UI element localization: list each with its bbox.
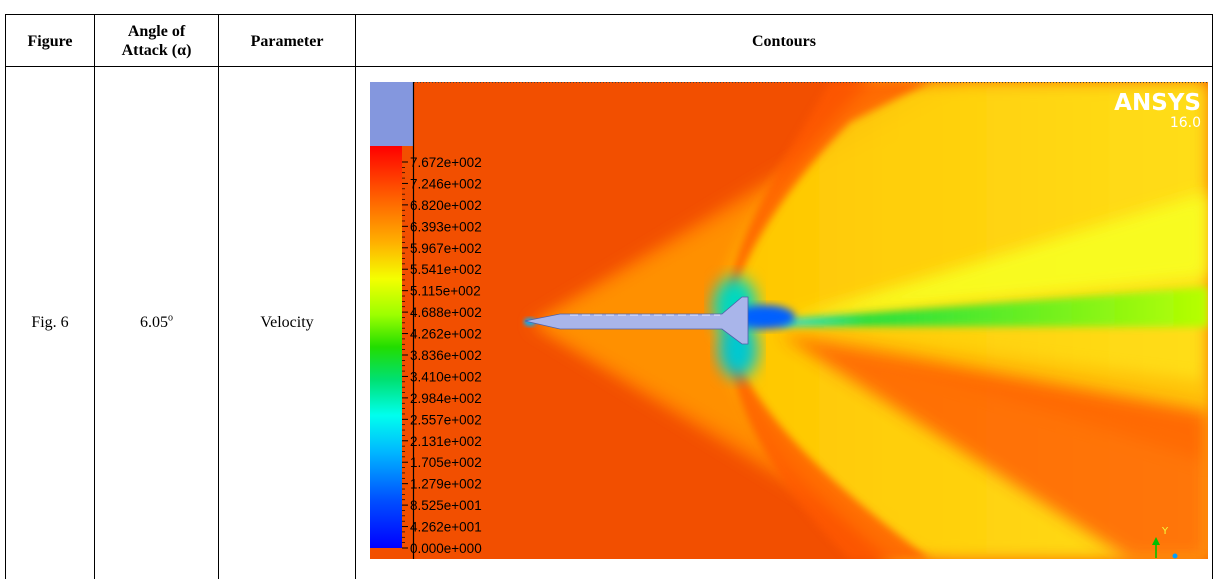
header-angle-line2: Attack (α) <box>121 42 192 59</box>
colorbar-label: 2.557e+002 <box>410 412 482 427</box>
table-divider <box>94 14 95 579</box>
projectile-body <box>524 296 749 345</box>
angle-number: 6.05 <box>140 314 168 331</box>
header-figure: Figure <box>6 15 94 67</box>
colorbar-label: 4.262e+002 <box>410 327 482 342</box>
header-angle-line1: Angle of <box>127 23 186 40</box>
colorbar-label: 7.672e+002 <box>410 155 482 170</box>
colorbar-label: 2.131e+002 <box>410 434 482 449</box>
colorbar-ticks <box>402 161 408 549</box>
table-divider <box>355 14 356 579</box>
base-recirculation <box>735 305 795 329</box>
cell-figure: Fig. 6 <box>6 67 94 579</box>
header-parameter: Parameter <box>219 15 355 67</box>
axis-triad: Y <box>1152 526 1178 559</box>
colorbar-label: 0.000e+000 <box>410 541 482 556</box>
colorbar-label: 1.705e+002 <box>410 455 482 470</box>
header-contours-text: Contours <box>751 32 816 50</box>
colorbar-labels: 7.672e+002 7.246e+002 6.820e+002 6.393e+002… <box>410 155 482 556</box>
z-axis-dot <box>1172 553 1178 559</box>
cell-angle: 6.05o <box>95 67 218 579</box>
velocity-contour-plot: 7.672e+002 7.246e+002 6.820e+002 6.393e+002… <box>370 82 1208 559</box>
colorbar-label: 6.820e+002 <box>410 198 482 213</box>
header-divider <box>5 66 1213 67</box>
bow-shock-front <box>725 82 930 559</box>
colorbar-label: 2.984e+002 <box>410 391 482 406</box>
header-contours: Contours <box>356 15 1212 67</box>
colorbar-label: 8.525e+001 <box>410 498 482 513</box>
colorbar-label: 3.410e+002 <box>410 369 482 384</box>
parameter-label: Velocity <box>260 314 314 331</box>
header-angle-of-attack: Angle of Attack (α) <box>95 15 218 67</box>
table-border-top <box>5 14 1213 15</box>
colorbar-label: 3.836e+002 <box>410 348 482 363</box>
colorbar-panel-top <box>370 82 414 146</box>
y-axis-label: Y <box>1161 526 1169 537</box>
ansys-version: 16.0 <box>1170 115 1201 131</box>
colorbar-label: 7.246e+002 <box>410 176 482 191</box>
cell-parameter: Velocity <box>219 67 355 579</box>
colorbar-label: 4.262e+001 <box>410 520 482 535</box>
colorbar <box>370 146 402 548</box>
colorbar-label: 4.688e+002 <box>410 305 482 320</box>
expansion-fan-upper <box>780 192 1208 322</box>
header-figure-text: Figure <box>27 32 73 50</box>
ansys-logo: ANSYS <box>1114 90 1201 116</box>
wake-region <box>780 287 1208 327</box>
colorbar-label: 6.393e+002 <box>410 219 482 234</box>
figure-label: Fig. 6 <box>31 314 69 331</box>
angle-value: 6.05o <box>140 312 173 332</box>
colorbar-label: 5.115e+002 <box>410 284 481 299</box>
table-border-left <box>5 14 6 579</box>
colorbar-label: 5.541e+002 <box>410 262 482 277</box>
colorbar-label: 5.967e+002 <box>410 241 482 256</box>
lower-high-speed-region <box>780 334 1208 559</box>
y-axis-arrowhead <box>1152 537 1160 545</box>
colorbar-label: 1.279e+002 <box>410 477 482 492</box>
degree-mark: o <box>168 312 173 324</box>
table-divider <box>218 14 219 579</box>
header-parameter-text: Parameter <box>250 32 324 50</box>
